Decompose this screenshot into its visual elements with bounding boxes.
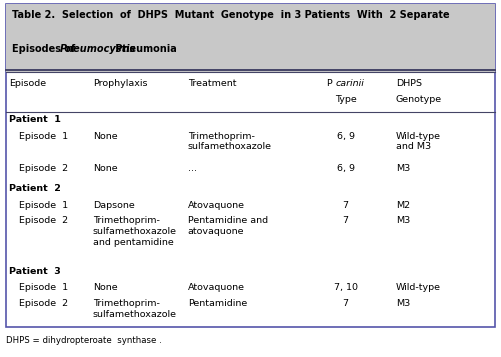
Text: 7: 7 bbox=[343, 299, 349, 308]
Text: None: None bbox=[93, 132, 117, 141]
Text: 6, 9: 6, 9 bbox=[337, 132, 355, 141]
Text: Trimethoprim-
sulfamethoxazole
and pentamidine: Trimethoprim- sulfamethoxazole and penta… bbox=[93, 216, 177, 247]
Text: Episode  1: Episode 1 bbox=[19, 201, 68, 210]
Text: Episode  2: Episode 2 bbox=[19, 164, 68, 173]
Text: Dapsone: Dapsone bbox=[93, 201, 134, 210]
Text: Atovaquone: Atovaquone bbox=[188, 201, 245, 210]
Text: Wild-type
and M3: Wild-type and M3 bbox=[396, 132, 441, 151]
Text: Episode  1: Episode 1 bbox=[19, 132, 68, 141]
Text: Type: Type bbox=[335, 95, 357, 104]
Text: Trimethoprim-
sulfamethoxazole: Trimethoprim- sulfamethoxazole bbox=[93, 299, 177, 319]
Text: carinii: carinii bbox=[336, 79, 365, 88]
Text: DHPS = dihydropteroate  synthase .: DHPS = dihydropteroate synthase . bbox=[6, 336, 162, 345]
Text: 7: 7 bbox=[343, 201, 349, 210]
Text: 7: 7 bbox=[343, 216, 349, 225]
Text: DHPS: DHPS bbox=[396, 79, 422, 88]
Text: Patient  1: Patient 1 bbox=[9, 115, 61, 124]
Text: Episodes of: Episodes of bbox=[12, 44, 79, 54]
Text: Patient  2: Patient 2 bbox=[9, 184, 61, 193]
Text: Genotype: Genotype bbox=[396, 95, 442, 104]
Text: Pentamidine and
atovaquone: Pentamidine and atovaquone bbox=[188, 216, 268, 236]
Text: M3: M3 bbox=[396, 216, 410, 225]
Text: M3: M3 bbox=[396, 299, 410, 308]
Text: Atovaquone: Atovaquone bbox=[188, 283, 245, 292]
Text: Treatment: Treatment bbox=[188, 79, 236, 88]
Text: None: None bbox=[93, 164, 117, 173]
Text: 6, 9: 6, 9 bbox=[337, 164, 355, 173]
Text: P: P bbox=[327, 79, 336, 88]
Text: Episode  1: Episode 1 bbox=[19, 283, 68, 292]
Bar bbox=[6, 4, 495, 73]
Text: Wild-type: Wild-type bbox=[396, 283, 441, 292]
Text: Pneumonia: Pneumonia bbox=[112, 44, 176, 54]
Text: ...: ... bbox=[188, 164, 197, 173]
Text: M3: M3 bbox=[396, 164, 410, 173]
Text: Prophylaxis: Prophylaxis bbox=[93, 79, 147, 88]
Text: M2: M2 bbox=[396, 201, 410, 210]
Text: Table 2.  Selection  of  DHPS  Mutant  Genotype  in 3 Patients  With  2 Separate: Table 2. Selection of DHPS Mutant Genoty… bbox=[12, 10, 450, 20]
Text: Trimethoprim-
sulfamethoxazole: Trimethoprim- sulfamethoxazole bbox=[188, 132, 272, 151]
Text: Episode  2: Episode 2 bbox=[19, 216, 68, 225]
Text: Episode  2: Episode 2 bbox=[19, 299, 68, 308]
Text: Pentamidine: Pentamidine bbox=[188, 299, 247, 308]
Text: Episode: Episode bbox=[9, 79, 46, 88]
Text: Patient  3: Patient 3 bbox=[9, 267, 61, 276]
Text: None: None bbox=[93, 283, 117, 292]
Text: Pneumocystis: Pneumocystis bbox=[60, 44, 136, 54]
Text: 7, 10: 7, 10 bbox=[334, 283, 358, 292]
